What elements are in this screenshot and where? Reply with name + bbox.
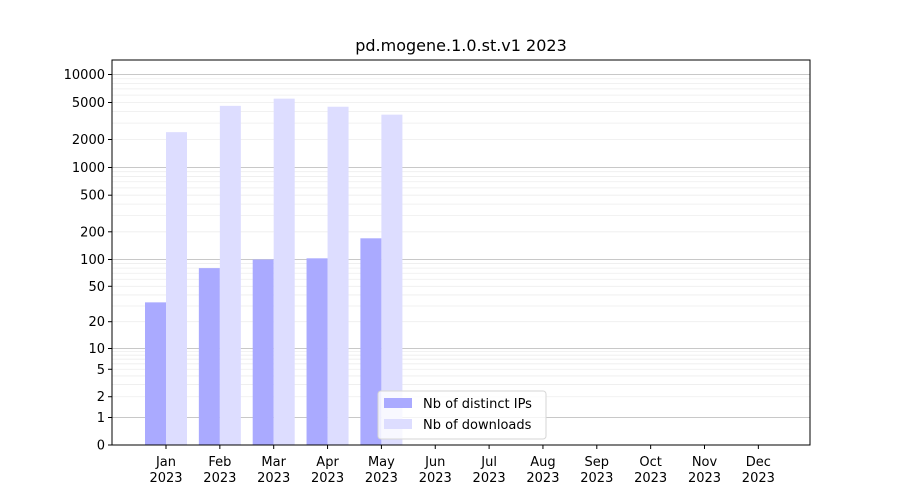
bar-distinct-ips [145, 302, 166, 445]
x-tick-month: Oct [639, 455, 661, 470]
bar-distinct-ips [252, 259, 274, 445]
y-tick-label: 200 [80, 225, 105, 240]
legend: Nb of distinct IPs Nb of downloads [377, 390, 547, 440]
x-tick-month: Feb [208, 455, 231, 470]
y-tick-label: 1 [97, 411, 105, 426]
bars [145, 98, 403, 446]
bar-downloads [166, 132, 187, 445]
x-tick-year: 2023 [257, 471, 290, 486]
y-axis: 0 1 2 5 10 20 50 100 200 500 1000 2000 5000 10000 [64, 68, 112, 454]
x-tick-year: 2023 [149, 471, 182, 486]
y-tick-label: 10 [88, 342, 105, 357]
legend-label: Nb of downloads [423, 418, 532, 433]
legend-label: Nb of distinct IPs [423, 397, 532, 412]
x-tick-year: 2023 [526, 471, 559, 486]
x-tick-month: Sep [585, 455, 610, 470]
plot-frame [111, 59, 811, 446]
y-tick-label: 5000 [72, 96, 105, 111]
x-tick-month: Nov [692, 455, 718, 470]
x-tick-year: 2023 [365, 471, 398, 486]
chart-title: pd.mogene.1.0.st.v1 2023 [355, 36, 567, 55]
bar-downloads [327, 106, 349, 446]
x-tick-month: Aug [530, 455, 555, 470]
x-tick-year: 2023 [473, 471, 506, 486]
y-tick-label: 2 [97, 390, 105, 405]
legend-swatch [384, 419, 412, 429]
bar-distinct-ips [360, 238, 382, 445]
y-tick-label: 2000 [72, 133, 105, 148]
legend-swatch [384, 398, 412, 408]
x-tick-year: 2023 [742, 471, 775, 486]
y-tick-label: 0 [97, 439, 105, 454]
x-axis: Jan2023Feb2023Mar2023Apr2023May2023Jun20… [149, 445, 775, 486]
y-tick-label: 5 [97, 363, 105, 378]
legend-box [377, 390, 547, 440]
x-tick-month: May [368, 455, 395, 470]
x-tick-year: 2023 [203, 471, 236, 486]
y-tick-label: 500 [80, 189, 105, 204]
x-tick-year: 2023 [419, 471, 452, 486]
x-tick-month: Dec [746, 455, 771, 470]
x-tick-month: Jan [155, 455, 176, 470]
x-tick-year: 2023 [688, 471, 721, 486]
bar-downloads [273, 98, 295, 445]
x-tick-year: 2023 [311, 471, 344, 486]
x-tick-month: Jul [480, 455, 497, 470]
bar-distinct-ips [198, 268, 220, 445]
x-tick-month: Mar [261, 455, 286, 470]
bar-downloads [381, 114, 403, 446]
x-tick-year: 2023 [634, 471, 667, 486]
x-tick-year: 2023 [580, 471, 613, 486]
y-tick-label: 10000 [64, 68, 105, 83]
y-tick-label: 100 [80, 253, 105, 268]
x-tick-month: Jun [424, 455, 445, 470]
y-tick-label: 20 [88, 315, 105, 330]
bar-distinct-ips [306, 258, 328, 445]
bar-downloads [219, 105, 241, 445]
x-tick-month: Apr [316, 455, 339, 470]
y-tick-label: 50 [88, 280, 105, 295]
y-tick-label: 1000 [72, 161, 105, 176]
